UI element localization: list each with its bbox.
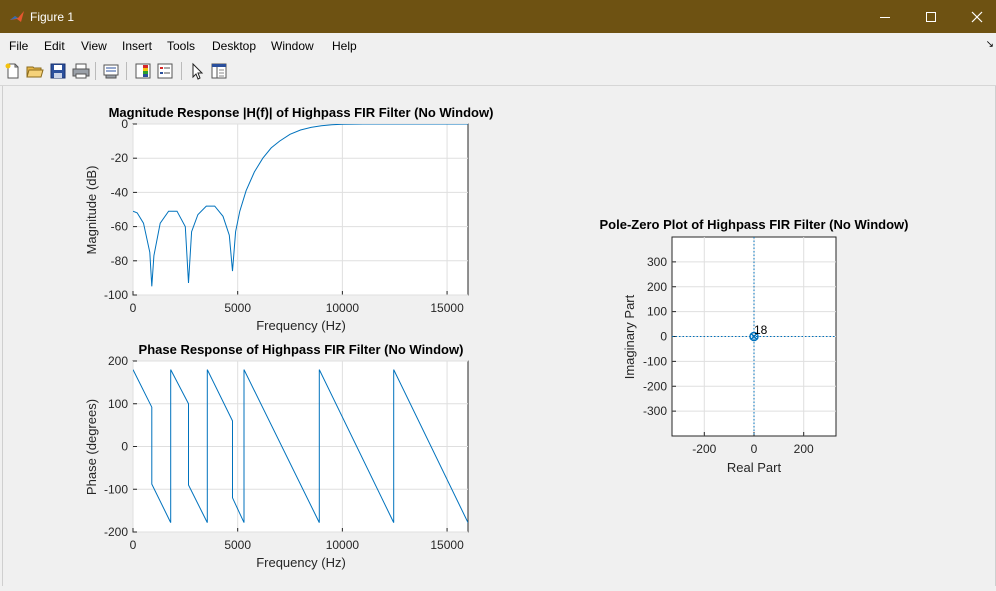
magnitude-ytick-label: -100 <box>104 288 128 302</box>
phase-xtick-label: 10000 <box>326 538 360 552</box>
polezero-title: Pole-Zero Plot of Highpass FIR Filter (N… <box>600 217 909 232</box>
window-title: Figure 1 <box>30 10 75 24</box>
magnitude-grid <box>132 123 468 296</box>
menu-view[interactable]: View <box>81 39 107 53</box>
edit-plot-icon[interactable] <box>188 62 206 80</box>
toolbar-separator <box>181 62 182 80</box>
magnitude-tick-labels: 0 5000 10000 15000 -100 -80 -60 -40 -20 0 <box>104 117 464 315</box>
property-inspector-icon[interactable] <box>210 62 228 80</box>
phase-xlabel: Frequency (Hz) <box>256 555 346 570</box>
save-icon[interactable] <box>49 62 67 80</box>
magnitude-xtick-label: 5000 <box>224 301 251 315</box>
phase-ytick-label: 200 <box>108 354 128 368</box>
zero-multiplicity-label: 18 <box>754 323 768 337</box>
new-figure-icon[interactable] <box>4 62 22 80</box>
menu-file[interactable]: File <box>9 39 29 53</box>
magnitude-ylabel: Magnitude (dB) <box>84 166 99 255</box>
magnitude-ytick-label: -80 <box>111 254 129 268</box>
menu-help[interactable]: Help <box>332 39 357 53</box>
magnitude-axes[interactable] <box>132 123 469 296</box>
polezero-markers <box>672 237 836 436</box>
polezero-ytick-label: -300 <box>643 404 667 418</box>
phase-response-line <box>133 369 468 523</box>
insert-legend-icon[interactable] <box>156 62 174 80</box>
magnitude-ytick-label: 0 <box>121 117 128 131</box>
polezero-ytick-label: 0 <box>660 330 667 344</box>
polezero-ytick-label: 200 <box>647 280 667 294</box>
phase-xtick-label: 15000 <box>430 538 464 552</box>
magnitude-xtick-label: 0 <box>130 301 137 315</box>
polezero-tick-labels: -200 0 200 -300 -200 -100 0 100 200 300 <box>643 255 814 456</box>
close-icon <box>971 11 983 22</box>
polezero-xlabel: Real Part <box>727 460 782 475</box>
polezero-ytick-label: -100 <box>643 354 667 368</box>
zero-marker <box>749 331 759 342</box>
toolbar-separator <box>95 62 96 80</box>
phase-tick-labels: 0 5000 10000 15000 -200 -100 0 100 200 <box>104 354 464 552</box>
title-bar: Figure 1 <box>0 0 996 33</box>
print-icon[interactable] <box>72 62 90 80</box>
link-plot-icon[interactable] <box>102 62 120 80</box>
magnitude-ytick-label: -40 <box>111 185 129 199</box>
phase-ytick-label: 0 <box>121 440 128 454</box>
minimize-icon <box>880 16 890 18</box>
dock-arrow-icon[interactable]: ↘ <box>985 39 994 50</box>
magnitude-xlabel: Frequency (Hz) <box>256 318 346 333</box>
polezero-xtick-label: 200 <box>794 442 814 456</box>
figure-svg: 0 5000 10000 15000-100-80-60-40-200 Magnitu… <box>84 105 909 570</box>
open-file-icon[interactable] <box>26 62 44 80</box>
menu-edit[interactable]: Edit <box>44 39 65 53</box>
menu-bar: File Edit View Insert Tools Desktop Wind… <box>0 33 996 57</box>
toolbar-separator <box>126 62 127 80</box>
phase-ylabel: Phase (degrees) <box>84 399 99 495</box>
phase-xtick-label: 5000 <box>224 538 251 552</box>
phase-title: Phase Response of Highpass FIR Filter (N… <box>139 342 464 357</box>
magnitude-response-line <box>133 124 468 287</box>
close-button[interactable] <box>954 0 996 33</box>
polezero-xtick-label: 0 <box>751 442 758 456</box>
menu-window[interactable]: Window <box>271 39 314 53</box>
maximize-icon <box>926 11 936 22</box>
menu-tools[interactable]: Tools <box>167 39 196 53</box>
magnitude-ytick-label: -20 <box>111 151 129 165</box>
phase-grid <box>132 360 468 533</box>
maximize-button[interactable] <box>908 0 954 33</box>
magnitude-title: Magnitude Response |H(f)| of Highpass FI… <box>109 105 494 120</box>
minimize-button[interactable] <box>862 0 908 33</box>
polezero-ytick-label: 100 <box>647 305 667 319</box>
phase-xtick-label: 0 <box>130 538 137 552</box>
polezero-ylabel: Imaginary Part <box>622 294 637 379</box>
magnitude-xtick-label: 15000 <box>430 301 464 315</box>
phase-ytick-label: -200 <box>104 525 128 539</box>
pole-marker <box>750 332 758 341</box>
phase-ytick-label: 100 <box>108 397 128 411</box>
phase-ytick-label: -100 <box>104 482 128 496</box>
matlab-icon <box>10 11 24 22</box>
polezero-ytick-label: -200 <box>643 379 667 393</box>
menu-insert[interactable]: Insert <box>122 39 153 53</box>
magnitude-ytick-label: -60 <box>111 220 129 234</box>
toolbar <box>0 57 996 86</box>
insert-colorbar-icon[interactable] <box>134 62 152 80</box>
magnitude-xtick-label: 10000 <box>326 301 360 315</box>
menu-desktop[interactable]: Desktop <box>212 39 257 53</box>
polezero-xtick-label: -200 <box>692 442 716 456</box>
figure-canvas: 0 5000 10000 15000 -100 -80 -60 -40 -20 0 Magnitu… <box>2 86 996 586</box>
polezero-ytick-label: 300 <box>647 255 667 269</box>
